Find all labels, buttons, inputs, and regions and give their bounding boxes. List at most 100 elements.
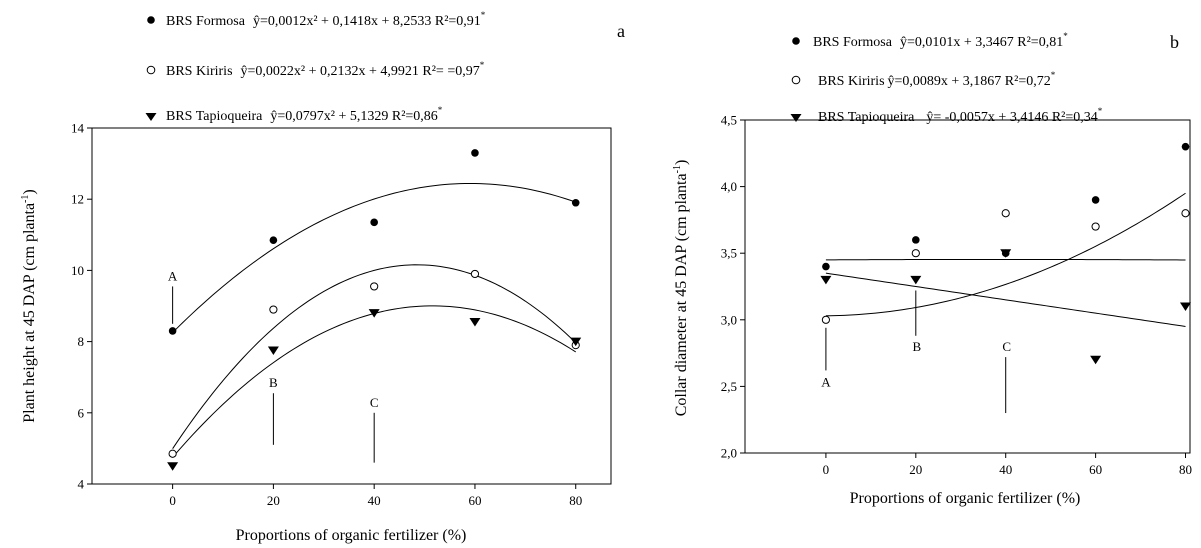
y-tick-label-a: 6 (78, 405, 85, 420)
legend-entry-tapioqueira-a: BRS Tapioqueira ŷ=0,0797x² + 5,1329 R²=0,… (145, 105, 443, 124)
y-tick-label-b: 4,0 (721, 179, 737, 194)
data-point-tapioqueira-b (1000, 249, 1012, 258)
legend-a: BRS Formosa ŷ=0,0012x² + 0,1418x + 8,2533… (145, 10, 486, 124)
data-point-kiriris-b (911, 249, 920, 258)
legend-sup-kiriris-a: * (480, 60, 485, 70)
y-tick-label-a: 8 (78, 334, 85, 349)
legend-marker-tapioqueira-b (790, 114, 802, 122)
legend-name-tapioqueira-a: BRS Tapioqueira (166, 109, 263, 124)
data-point-kiriris-a (269, 305, 278, 314)
annotation-label-a-b: A (821, 374, 831, 389)
annotations-a: A B C (168, 268, 379, 463)
x-tick-label-a: 20 (267, 493, 280, 508)
y-tick-label-b: 3,0 (721, 312, 737, 327)
legend-name-tapioqueira-b: BRS Tapioqueira (818, 110, 915, 125)
y-tick-label-a: 12 (71, 192, 84, 207)
y-axis-label-sup-b: -1 (672, 165, 683, 173)
legend-marker-formosa-a (147, 16, 155, 24)
x-tick-label-a: 60 (468, 493, 481, 508)
data-point-tapioqueira-b (910, 275, 922, 285)
data-point-formosa-a (168, 327, 177, 335)
data-point-kiriris-a (168, 449, 177, 458)
x-axis-label-b: Proportions of organic fertilizer (%) (850, 490, 1081, 507)
fit-curve-kiriris-a (172, 264, 577, 449)
y-tick-label-b: 2,5 (721, 379, 737, 394)
legend-name-kiriris-a: BRS Kiriris (166, 64, 233, 79)
annotation-label-c-a: C (370, 395, 379, 410)
data-point-formosa-b (912, 236, 920, 244)
y-tick-label-a: 10 (71, 263, 84, 278)
svg-text:Collar diameter at 45 DAP (cm: Collar diameter at 45 DAP (cm planta-1) (672, 160, 690, 417)
x-tick-label-b: 80 (1179, 462, 1192, 477)
data-point-kiriris-b (1181, 209, 1190, 218)
y-tick-label-b: 4,5 (721, 113, 737, 128)
legend-sup-formosa-a: * (481, 10, 486, 20)
axes-a: 0 20 40 60 80 4 6 8 10 12 14 (71, 121, 582, 509)
data-point-tapioqueira-a (167, 462, 179, 471)
legend-equation-formosa-a: ŷ=0,0012x² + 0,1418x + 8,2533 R²=0,91 (253, 14, 481, 29)
plot-frame-b (744, 119, 1191, 454)
axes-b: 0 20 40 60 80 2,0 2,5 3,0 3,5 4,0 4,5 (721, 113, 1192, 478)
x-tick-label-b: 20 (909, 462, 922, 477)
legend-b: BRS Formosa ŷ=0,0101x + 3,3467 R²=0,81* B… (790, 31, 1103, 125)
legend-equation-kiriris-a: ŷ=0,0022x² + 0,2132x + 4,9921 R²= =0,97 (241, 64, 480, 79)
data-point-kiriris-a (470, 269, 480, 279)
data-point-formosa-b (1181, 142, 1190, 151)
legend-equation-tapioqueira-b: ŷ= -0,0057x + 3,4146 R²=0,34 (926, 110, 1097, 125)
x-tick-label-b: 40 (999, 462, 1012, 477)
data-point-formosa-b (1091, 196, 1100, 204)
y-tick-label-a: 4 (78, 477, 85, 492)
x-axis-label-a: Proportions of organic fertilizer (%) (236, 527, 467, 544)
legend-sup-kiriris-b: * (1051, 70, 1056, 80)
annotation-label-b-b: B (912, 339, 921, 354)
legend-entry-kiriris-a: BRS Kiriris ŷ=0,0022x² + 0,2132x + 4,9921… (146, 60, 485, 79)
panel-letter-b: b (1170, 32, 1179, 52)
legend-entry-formosa-b: BRS Formosa ŷ=0,0101x + 3,3467 R²=0,81* (792, 31, 1068, 50)
legend-marker-formosa-b (792, 37, 800, 45)
plot-frame-a (91, 127, 612, 485)
data-point-tapioqueira-a (267, 346, 279, 355)
panel-letter-a: a (617, 21, 625, 41)
legend-entry-tapioqueira-b: BRS Tapioqueira ŷ= -0,0057x + 3,4146 R²=0… (790, 106, 1103, 125)
data-point-tapioqueira-b (1180, 302, 1192, 311)
legend-entry-kiriris-b: BRS Kiriris ŷ=0,0089x + 3,1867 R²=0,72* (791, 70, 1056, 89)
y-axis-label-b: Collar diameter at 45 DAP (cm planta-1) (672, 160, 690, 417)
y-axis-label-a: Plant height at 45 DAP (cm planta-1) (20, 189, 38, 422)
annotation-label-c-b: C (1002, 339, 1011, 354)
legend-sup-tapioqueira-a: * (438, 105, 443, 115)
chart-panel-a: a BRS Formosa ŷ=0,0012x² + 0,1418x + 8,25… (20, 10, 625, 544)
annotations-b: A B C (821, 290, 1011, 414)
data-point-formosa-a (269, 236, 278, 244)
legend-marker-kiriris-a (146, 65, 156, 75)
legend-sup-tapioqueira-b: * (1098, 106, 1103, 116)
data-point-formosa-a (471, 149, 479, 157)
data-points-b (820, 142, 1192, 365)
data-point-tapioqueira-b (820, 275, 832, 285)
x-tick-label-b: 0 (823, 462, 830, 477)
x-tick-label-a: 0 (169, 493, 176, 508)
x-tick-label-b: 60 (1089, 462, 1102, 477)
legend-name-formosa-b: BRS Formosa (813, 35, 893, 50)
legend-sup-formosa-b: * (1063, 31, 1068, 41)
data-points-a (167, 149, 582, 471)
legend-equation-tapioqueira-a: ŷ=0,0797x² + 5,1329 R²=0,86 (270, 109, 437, 124)
x-tick-label-a: 40 (368, 493, 381, 508)
data-point-tapioqueira-a (469, 318, 481, 327)
data-point-kiriris-b (1001, 209, 1010, 218)
annotation-label-b-a: B (269, 375, 278, 390)
legend-marker-tapioqueira-a (145, 113, 157, 121)
legend-entry-formosa-a: BRS Formosa ŷ=0,0012x² + 0,1418x + 8,2533… (147, 10, 486, 29)
fit-curve-formosa-a (172, 182, 576, 333)
data-point-formosa-a (571, 198, 580, 207)
data-point-kiriris-b (821, 315, 831, 324)
annotation-label-a-a: A (168, 268, 178, 283)
fit-curve-tapioqueira-b (825, 272, 1186, 327)
y-axis-label-text-a: Plant height at 45 DAP (cm planta (21, 203, 38, 423)
svg-text:Plant height at 45 DAP (cm pl: Plant height at 45 DAP (cm planta-1) (20, 189, 38, 422)
